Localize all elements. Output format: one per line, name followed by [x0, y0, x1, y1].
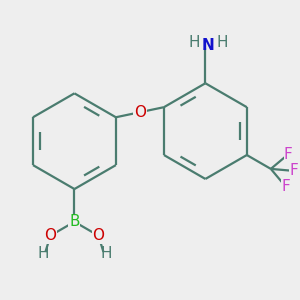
Text: O: O — [92, 228, 104, 243]
Text: B: B — [69, 214, 80, 229]
Text: F: F — [289, 164, 298, 178]
Text: H: H — [37, 246, 49, 261]
Text: H: H — [188, 35, 200, 50]
Text: O: O — [44, 228, 56, 243]
Text: N: N — [202, 38, 214, 53]
Text: F: F — [281, 179, 290, 194]
Text: F: F — [284, 147, 292, 162]
Text: O: O — [134, 105, 146, 120]
Text: H: H — [216, 35, 227, 50]
Text: H: H — [100, 246, 112, 261]
